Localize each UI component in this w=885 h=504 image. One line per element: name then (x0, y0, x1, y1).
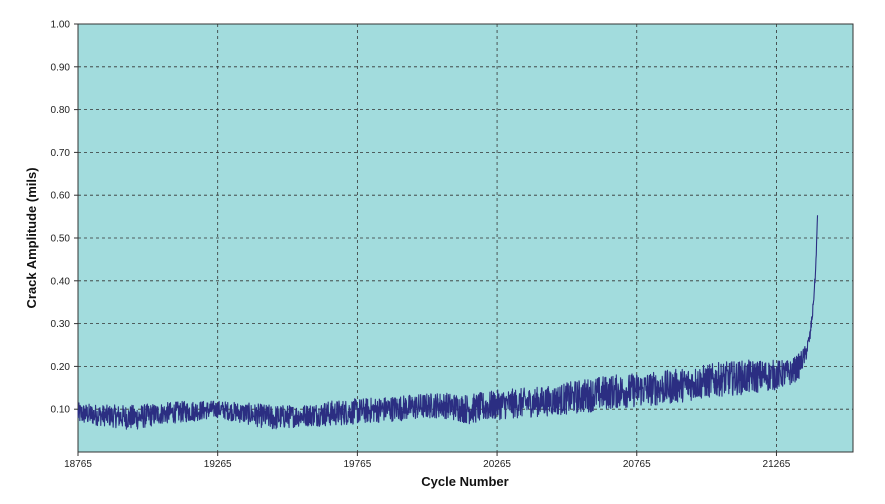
x-tick-label: 19265 (204, 459, 232, 470)
series-group (77, 215, 819, 430)
x-tick-label: 20265 (483, 459, 511, 470)
x-axis-ticks: 18765 19265 19765 20265 20765 21265 (64, 452, 791, 470)
y-tick-label: 0.20 (51, 362, 71, 373)
y-axis-title: Crack Amplitude (mils) (24, 167, 39, 308)
y-tick-label: 0.40 (51, 276, 71, 287)
x-tick-label: 20765 (623, 459, 651, 470)
y-tick-label: 0.80 (51, 105, 71, 116)
x-axis-title: Cycle Number (421, 474, 508, 489)
y-tick-label: 0.60 (51, 191, 71, 202)
y-tick-label: 1.00 (51, 20, 71, 31)
y-axis-ticks: 0.10 0.20 0.30 0.40 0.50 0.60 0.70 0.80 0.90 1.00 (51, 20, 78, 416)
y-tick-label: 0.90 (51, 62, 71, 73)
y-tick-label: 0.30 (51, 319, 71, 330)
x-tick-label: 19765 (343, 459, 371, 470)
x-tick-label: 21265 (763, 459, 791, 470)
y-tick-label: 0.70 (51, 148, 71, 159)
y-tick-label: 0.50 (51, 234, 71, 245)
x-tick-label: 18765 (64, 459, 92, 470)
series-line (77, 215, 819, 430)
y-tick-label: 0.10 (51, 405, 71, 416)
